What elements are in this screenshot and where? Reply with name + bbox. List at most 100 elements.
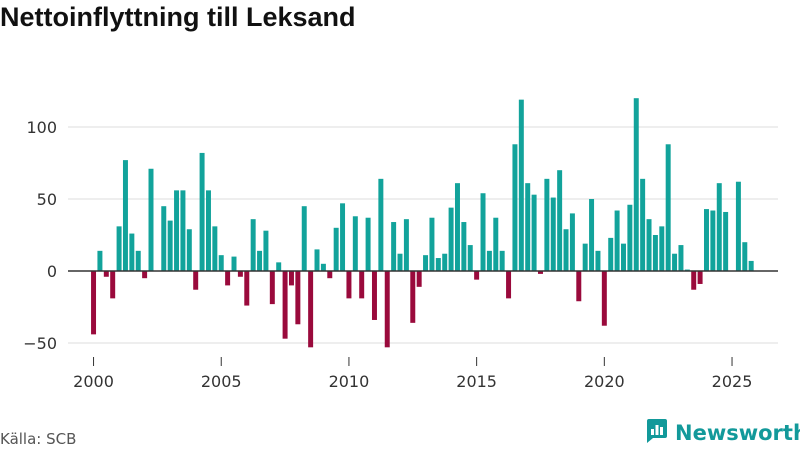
bar: [563, 229, 569, 271]
bars: [91, 98, 754, 348]
bar: [582, 243, 588, 271]
bar: [365, 217, 371, 271]
bar: [103, 271, 109, 277]
bar: [91, 271, 97, 335]
bar: [205, 190, 211, 271]
bar: [231, 256, 237, 271]
bar: [174, 190, 180, 271]
bar: [276, 262, 282, 271]
bar: [454, 183, 460, 271]
bar: [646, 219, 652, 271]
bar: [371, 271, 377, 320]
bar: [218, 255, 224, 271]
bar: [621, 243, 626, 271]
bar: [269, 271, 275, 305]
bar: [442, 253, 448, 271]
x-tick-label: 2000: [73, 372, 114, 391]
bar: [710, 210, 716, 271]
source-note: Källa: SCB: [0, 430, 77, 448]
bar: [257, 250, 263, 271]
bar: [378, 178, 384, 271]
bar: [161, 206, 167, 271]
bar: [199, 152, 205, 271]
y-tick-label: −50: [23, 334, 57, 353]
bar: [288, 271, 294, 286]
bar: [135, 250, 141, 271]
bar: [608, 237, 614, 271]
bar: [308, 271, 314, 348]
bar: [244, 271, 250, 306]
bar: [474, 271, 480, 280]
bar: [122, 160, 128, 271]
bar: [742, 242, 748, 271]
x-tick-label: 2010: [329, 372, 370, 391]
bar: [167, 220, 173, 271]
bar: [116, 226, 122, 271]
bar: [314, 249, 320, 271]
bar: [435, 258, 441, 271]
bar: [110, 271, 116, 299]
bar: [589, 199, 595, 271]
bar: [391, 222, 397, 271]
bar: [320, 263, 326, 271]
bar: [301, 206, 307, 271]
bar: [327, 271, 333, 279]
bar: [633, 98, 639, 271]
y-axis-ticks: −50 0 50 100: [23, 118, 57, 353]
x-axis-ticks: 2000 2005 2010 2015 2020 2025: [73, 357, 752, 391]
bar: [480, 193, 486, 271]
bar: [180, 190, 186, 271]
bar: [384, 271, 390, 348]
bar: [748, 260, 754, 271]
bar: [429, 217, 435, 271]
y-tick-label: 0: [47, 262, 57, 281]
bar: [359, 271, 365, 299]
bar: [423, 255, 429, 271]
bar: [544, 178, 550, 271]
bar: [518, 99, 524, 271]
x-tick-label: 2005: [201, 372, 242, 391]
bar: [493, 217, 499, 271]
bar: [212, 226, 218, 271]
bar: [250, 219, 256, 271]
bar: [672, 253, 678, 271]
bar: [678, 245, 684, 271]
bar: [295, 271, 301, 325]
bar: [665, 144, 671, 271]
bar: [346, 271, 352, 299]
bar: [691, 271, 697, 290]
bar: [704, 209, 709, 271]
bar: [467, 245, 473, 271]
bar: [601, 271, 607, 326]
x-tick-label: 2025: [712, 372, 753, 391]
bar: [129, 233, 135, 271]
bar: [499, 250, 505, 271]
bar: [525, 183, 531, 271]
bar: [512, 144, 518, 271]
y-tick-label: 50: [37, 190, 57, 209]
bar: [716, 183, 722, 271]
y-tick-label: 100: [26, 118, 57, 137]
bar: [697, 271, 703, 284]
bar: [193, 271, 199, 290]
bar: [640, 178, 646, 271]
chart-plot: −50 0 50 100 2000 2005 2010 2015 2020 2025: [23, 98, 778, 391]
x-tick-label: 2020: [584, 372, 625, 391]
bar: [340, 203, 346, 271]
bar: [148, 168, 154, 271]
bar: [557, 170, 563, 271]
bar: [225, 271, 231, 286]
bar: [403, 219, 409, 271]
bar: [595, 250, 601, 271]
bar: [282, 271, 288, 339]
bar: [461, 222, 467, 271]
bar: [486, 250, 492, 271]
chart-title: Nettoinflyttning till Leksand: [0, 2, 356, 32]
bar: [735, 181, 741, 271]
brand[interactable]: Newsworthy: [644, 418, 800, 446]
bar: [448, 207, 454, 271]
x-tick-label: 2015: [456, 372, 497, 391]
bar: [652, 235, 658, 271]
bar: [97, 250, 103, 271]
bar: [142, 271, 148, 279]
